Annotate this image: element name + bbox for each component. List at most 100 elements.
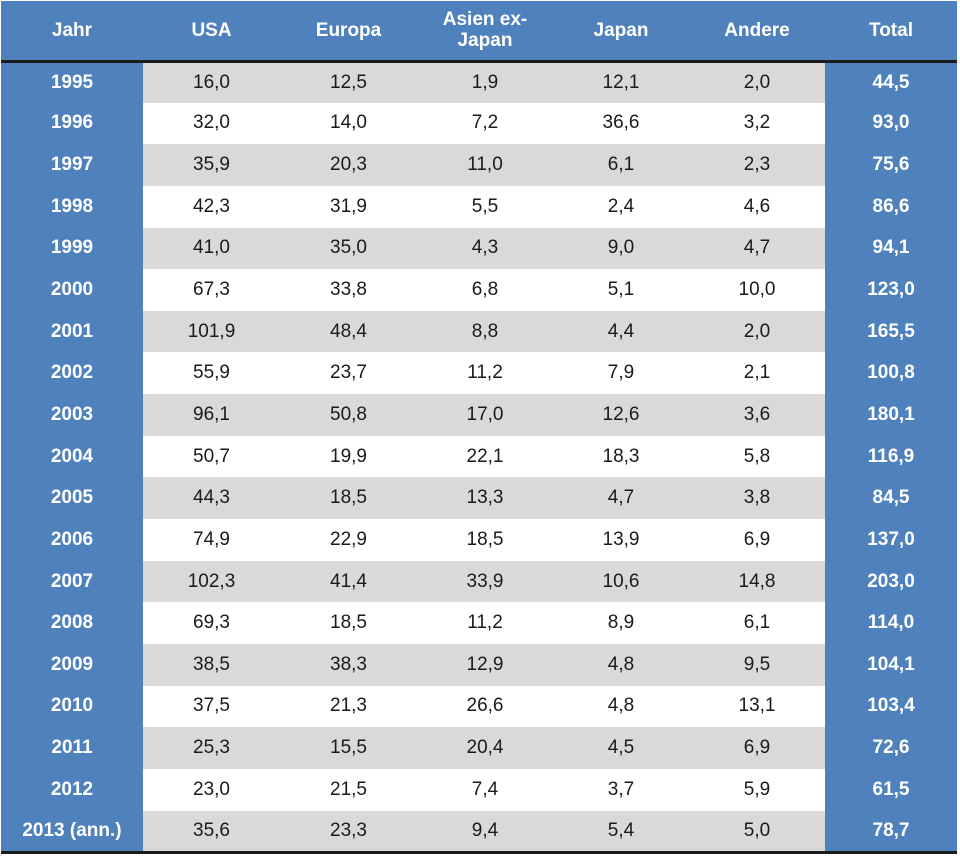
- table-row: 2008 69,3 18,5 11,2 8,9 6,1 114,0: [1, 602, 957, 644]
- table-row: 1995 16,0 12,5 1,9 12,1 2,0 44,5: [1, 61, 957, 103]
- cell-usa: 67,3: [143, 269, 280, 311]
- cell-usa: 44,3: [143, 477, 280, 520]
- cell-year: 2005: [1, 477, 143, 520]
- cell-andere: 5,8: [689, 435, 825, 478]
- cell-japan: 12,1: [553, 61, 689, 103]
- cell-andere: 14,8: [689, 560, 825, 603]
- header-usa: USA: [143, 1, 280, 63]
- cell-total: 114,0: [825, 602, 957, 644]
- table-row: 1999 41,0 35,0 4,3 9,0 4,7 94,1: [1, 227, 957, 270]
- cell-total: 180,1: [825, 394, 957, 436]
- cell-year: 1999: [1, 227, 143, 270]
- cell-japan: 4,5: [553, 727, 689, 769]
- cell-asien-ex-japan: 1,9: [417, 61, 553, 103]
- cell-total: 137,0: [825, 519, 957, 561]
- table-row: 2002 55,9 23,7 11,2 7,9 2,1 100,8: [1, 352, 957, 395]
- cell-year: 2003: [1, 394, 143, 436]
- cell-japan: 12,6: [553, 394, 689, 436]
- cell-year: 2013 (ann.): [1, 810, 143, 854]
- header-andere: Andere: [689, 1, 825, 63]
- cell-total: 123,0: [825, 269, 957, 311]
- cell-usa: 38,5: [143, 643, 280, 686]
- cell-andere: 5,9: [689, 768, 825, 811]
- cell-andere: 2,0: [689, 61, 825, 103]
- cell-usa: 101,9: [143, 310, 280, 353]
- cell-year: 1995: [1, 61, 143, 103]
- cell-year: 2010: [1, 685, 143, 728]
- cell-japan: 9,0: [553, 227, 689, 270]
- cell-asien-ex-japan: 11,0: [417, 144, 553, 186]
- cell-total: 103,4: [825, 685, 957, 728]
- cell-asien-ex-japan: 11,2: [417, 352, 553, 395]
- cell-year: 2002: [1, 352, 143, 395]
- cell-total: 100,8: [825, 352, 957, 395]
- table-row: 2009 38,5 38,3 12,9 4,8 9,5 104,1: [1, 643, 957, 686]
- header-asien-ex-japan: Asien ex-Japan: [417, 1, 553, 63]
- cell-europa: 31,9: [280, 185, 417, 228]
- cell-japan: 5,4: [553, 810, 689, 854]
- cell-andere: 4,7: [689, 227, 825, 270]
- cell-europa: 23,3: [280, 810, 417, 854]
- cell-usa: 35,9: [143, 144, 280, 186]
- cell-year: 1996: [1, 102, 143, 145]
- cell-japan: 4,8: [553, 685, 689, 728]
- cell-japan: 8,9: [553, 602, 689, 644]
- cell-year: 2000: [1, 269, 143, 311]
- cell-usa: 35,6: [143, 810, 280, 854]
- cell-japan: 36,6: [553, 102, 689, 145]
- header-jahr: Jahr: [1, 1, 143, 63]
- cell-asien-ex-japan: 6,8: [417, 269, 553, 311]
- cell-year: 1997: [1, 144, 143, 186]
- table-row: 1996 32,0 14,0 7,2 36,6 3,2 93,0: [1, 102, 957, 145]
- cell-usa: 41,0: [143, 227, 280, 270]
- cell-andere: 4,6: [689, 185, 825, 228]
- cell-europa: 21,3: [280, 685, 417, 728]
- cell-asien-ex-japan: 12,9: [417, 643, 553, 686]
- table-row: 1998 42,3 31,9 5,5 2,4 4,6 86,6: [1, 185, 957, 228]
- cell-usa: 16,0: [143, 61, 280, 103]
- cell-total: 78,7: [825, 810, 957, 854]
- cell-year: 2006: [1, 519, 143, 561]
- cell-usa: 42,3: [143, 185, 280, 228]
- cell-asien-ex-japan: 9,4: [417, 810, 553, 854]
- cell-andere: 6,1: [689, 602, 825, 644]
- table-body: 1995 16,0 12,5 1,9 12,1 2,0 44,5 1996 32,0 14,0 7,…: [1, 61, 957, 854]
- cell-andere: 2,1: [689, 352, 825, 395]
- cell-total: 104,1: [825, 643, 957, 686]
- cell-total: 93,0: [825, 102, 957, 145]
- cell-europa: 33,8: [280, 269, 417, 311]
- cell-total: 72,6: [825, 727, 957, 769]
- cell-japan: 13,9: [553, 519, 689, 561]
- cell-usa: 50,7: [143, 435, 280, 478]
- cell-asien-ex-japan: 20,4: [417, 727, 553, 769]
- cell-asien-ex-japan: 7,4: [417, 768, 553, 811]
- table-row: 2012 23,0 21,5 7,4 3,7 5,9 61,5: [1, 768, 957, 811]
- cell-usa: 96,1: [143, 394, 280, 436]
- cell-asien-ex-japan: 18,5: [417, 519, 553, 561]
- header-row: Jahr USA Europa Asien ex-Japan Japan And…: [1, 1, 957, 63]
- cell-total: 84,5: [825, 477, 957, 520]
- cell-andere: 3,8: [689, 477, 825, 520]
- cell-usa: 25,3: [143, 727, 280, 769]
- cell-japan: 6,1: [553, 144, 689, 186]
- cell-asien-ex-japan: 22,1: [417, 435, 553, 478]
- cell-andere: 10,0: [689, 269, 825, 311]
- table-header: Jahr USA Europa Asien ex-Japan Japan And…: [1, 1, 957, 63]
- header-japan: Japan: [553, 1, 689, 63]
- cell-year: 2009: [1, 643, 143, 686]
- table-row: 2011 25,3 15,5 20,4 4,5 6,9 72,6: [1, 727, 957, 769]
- cell-usa: 69,3: [143, 602, 280, 644]
- cell-europa: 48,4: [280, 310, 417, 353]
- table-row: 2010 37,5 21,3 26,6 4,8 13,1 103,4: [1, 685, 957, 728]
- cell-total: 75,6: [825, 144, 957, 186]
- cell-andere: 6,9: [689, 727, 825, 769]
- cell-japan: 2,4: [553, 185, 689, 228]
- cell-usa: 37,5: [143, 685, 280, 728]
- cell-total: 44,5: [825, 61, 957, 103]
- table-row: 1997 35,9 20,3 11,0 6,1 2,3 75,6: [1, 144, 957, 186]
- cell-year: 2001: [1, 310, 143, 353]
- table-row: 2005 44,3 18,5 13,3 4,7 3,8 84,5: [1, 477, 957, 520]
- cell-asien-ex-japan: 13,3: [417, 477, 553, 520]
- cell-year: 2008: [1, 602, 143, 644]
